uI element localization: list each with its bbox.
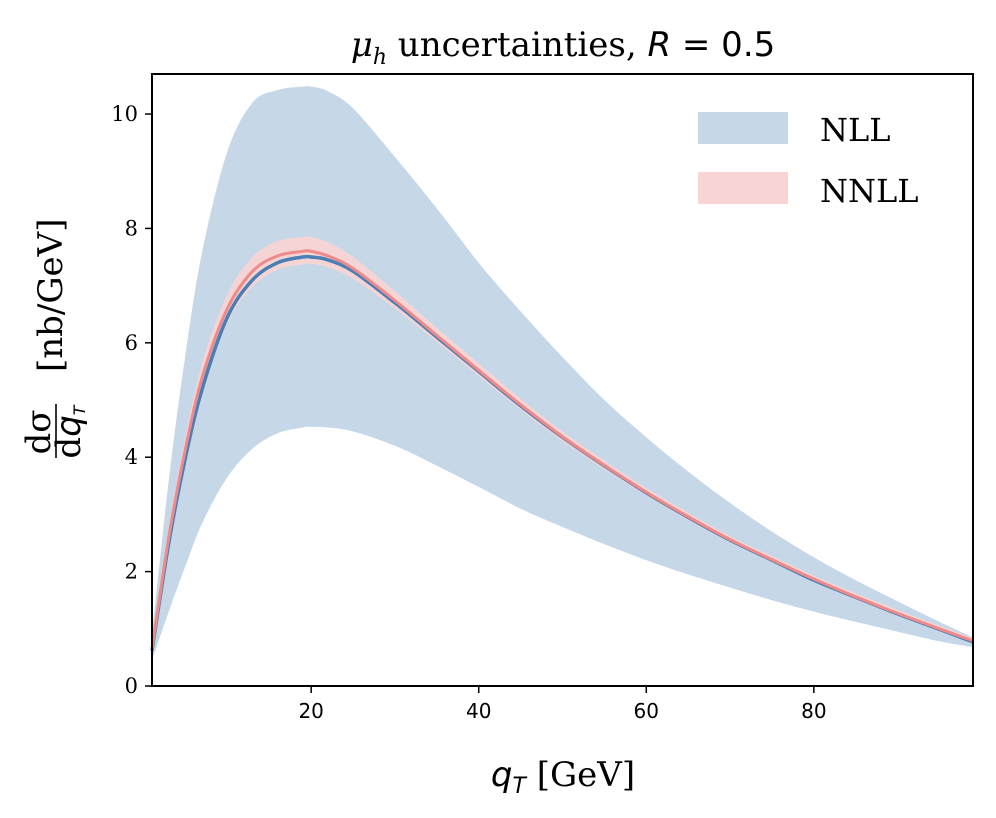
title-mu-symbol: μ <box>351 25 373 65</box>
chart-title: μh uncertainties, R = 0.5 <box>351 25 776 70</box>
legend: NLL NNLL <box>698 111 919 210</box>
nll-band <box>152 86 973 661</box>
plot-area <box>150 86 974 661</box>
xlabel-unit: [GeV] <box>526 755 635 795</box>
y-tick-label: 6 <box>125 331 138 355</box>
svg-text:[nb/GeV]: [nb/GeV] <box>31 219 71 372</box>
ylabel-numerator: dσ <box>19 410 59 455</box>
ylabel-unit: [nb/GeV] <box>31 219 71 372</box>
svg-text:dσ: dσ <box>19 410 59 455</box>
xlabel-q: q <box>491 755 513 795</box>
y-tick-label: 10 <box>111 102 138 126</box>
x-tick-label: 80 <box>801 699 826 723</box>
ylabel-den-d: d <box>49 437 89 459</box>
nnll-center-line <box>150 249 974 650</box>
title-r-variable: R <box>647 25 671 65</box>
axes-frame <box>151 73 974 687</box>
y-tick-label: 4 <box>125 445 138 469</box>
legend-nll-swatch <box>698 112 788 144</box>
svg-text:dqT: dqT <box>49 404 89 458</box>
x-axis-label: qT [GeV] <box>491 755 635 799</box>
y-tick-label: 8 <box>125 216 138 240</box>
x-axis-ticks: 20 40 60 80 <box>298 686 827 723</box>
y-tick-label: 0 <box>125 674 138 698</box>
y-axis-label: [nb/GeV] dσ dqT <box>19 219 89 459</box>
y-tick-label: 2 <box>125 560 138 584</box>
title-middle: uncertainties, <box>387 25 647 65</box>
title-equals-value: = 0.5 <box>671 25 775 65</box>
x-tick-label: 40 <box>466 699 491 723</box>
x-tick-label: 60 <box>634 699 659 723</box>
title-mu-subscript: h <box>373 45 387 70</box>
legend-nnll-label: NNLL <box>820 172 919 210</box>
y-axis-ticks: 0 2 4 6 8 10 <box>111 102 152 698</box>
ylabel-den-q: q <box>49 415 89 437</box>
ylabel-den-sub: T <box>70 404 89 415</box>
x-tick-label: 20 <box>298 699 323 723</box>
xlabel-sub: T <box>512 774 527 799</box>
legend-nnll-swatch <box>698 172 788 204</box>
legend-nll-label: NLL <box>820 111 891 149</box>
